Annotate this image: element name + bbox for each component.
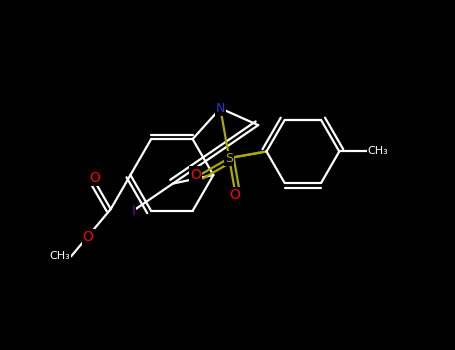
Text: CH₃: CH₃ xyxy=(368,147,389,156)
Text: O: O xyxy=(190,168,201,182)
Text: O: O xyxy=(83,230,94,244)
Text: O: O xyxy=(90,171,101,185)
Text: I: I xyxy=(131,204,135,218)
Text: O: O xyxy=(229,189,240,203)
Text: CH₃: CH₃ xyxy=(50,251,71,261)
Text: S: S xyxy=(225,152,233,164)
Text: N: N xyxy=(216,102,225,115)
